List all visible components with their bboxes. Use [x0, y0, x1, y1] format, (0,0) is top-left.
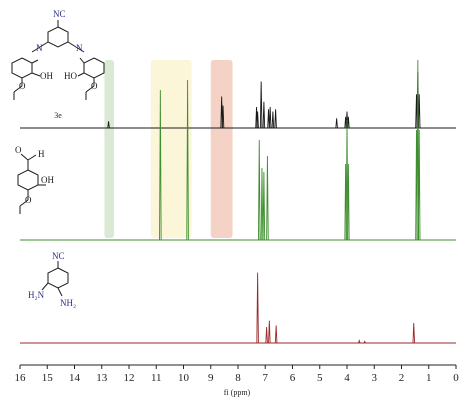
spectrum-peak [335, 118, 338, 129]
spectrum-peak [347, 163, 350, 241]
spectrum-peak [412, 322, 416, 344]
x-tick-label: 1 [426, 372, 432, 384]
x-tick-label: 11 [151, 372, 162, 384]
structure-3e-o-right: O [91, 81, 98, 91]
spectrum-peak [274, 109, 277, 129]
spectrum-peak [358, 339, 361, 344]
structure-3e-oh-right: HO [64, 71, 77, 81]
spectrum-peak [186, 79, 189, 241]
structure-aldehyde-o-ether: O [25, 195, 32, 205]
structure-aldehyde-oh: OH [41, 175, 54, 185]
spectrum-peak [258, 139, 261, 241]
x-axis: 16 15 14 13 12 11 10 9 8 7 6 5 4 3 2 1 0 fi (ppm) [15, 364, 459, 397]
spectra-traces [20, 59, 456, 344]
spectrum-series-1 [20, 71, 456, 129]
spectrum-peak [267, 109, 270, 129]
spectrum-peak [159, 89, 162, 241]
x-axis-ticks: 16 15 14 13 12 11 10 9 8 7 6 5 4 3 2 1 0 [15, 365, 459, 384]
structure-3e: NC N N OH HO O O 3e [11, 9, 105, 120]
structure-diamine-nh2: NH₂ [60, 298, 76, 308]
structure-3e-oh-left: OH [40, 71, 53, 81]
highlight-region-2 [150, 60, 192, 238]
spectrum-peak [221, 105, 225, 129]
structure-diamine-nc: NC [52, 251, 65, 261]
x-tick-label: 14 [69, 372, 81, 384]
highlight-region-1 [104, 60, 115, 238]
structure-3e-n-left: N [36, 43, 43, 53]
x-tick-label: 13 [96, 372, 108, 384]
x-tick-label: 8 [235, 372, 241, 384]
spectrum-peak [268, 106, 272, 129]
highlight-region-3 [210, 60, 233, 238]
x-tick-label: 12 [124, 372, 135, 384]
spectrum-peak [260, 167, 264, 241]
spectrum-peak [345, 119, 349, 241]
spectrum-peak [259, 81, 263, 129]
spectrum-peak [274, 325, 278, 344]
x-tick-label: 7 [263, 372, 269, 384]
compound-label-3e: 3e [54, 111, 62, 120]
spectrum-peak [417, 129, 421, 241]
structure-diamine-h2n: H₂N [28, 290, 45, 300]
spectrum-peak [417, 94, 421, 129]
spectrum-peak [262, 101, 266, 129]
structure-3e-o-left: O [19, 81, 26, 91]
x-tick-label: 3 [372, 372, 378, 384]
spectrum-peak [256, 272, 259, 344]
spectrum-peak [416, 59, 420, 241]
structure-diamine: NC H₂N NH₂ [28, 251, 76, 308]
structure-aldehyde-o: O [15, 145, 22, 155]
highlight-regions [104, 60, 233, 238]
structure-3e-n-right: N [76, 43, 83, 53]
x-tick-label: 16 [15, 372, 27, 384]
spectrum-peak [256, 111, 259, 129]
structure-aldehyde: O H OH O [15, 145, 54, 214]
x-tick-label: 15 [42, 372, 54, 384]
spectrum-peak [268, 320, 271, 344]
x-tick-label: 4 [344, 372, 350, 384]
structure-3e-nc: NC [53, 9, 66, 19]
spectrum-peak [266, 155, 269, 241]
x-tick-label: 10 [178, 372, 190, 384]
x-tick-label: 6 [290, 372, 296, 384]
x-tick-label: 2 [399, 372, 405, 384]
spectrum-peak [262, 171, 266, 241]
spectrum-series-3 [20, 272, 456, 344]
x-tick-label: 9 [208, 372, 214, 384]
x-axis-label: fi (ppm) [224, 388, 251, 397]
spectrum-peak [363, 340, 366, 344]
x-tick-label: 0 [453, 372, 459, 384]
spectrum-peak [347, 116, 350, 129]
spectrum-peak [265, 326, 268, 344]
x-tick-label: 5 [317, 372, 323, 384]
spectrum-peak [107, 121, 110, 129]
structure-aldehyde-h: H [38, 149, 45, 159]
spectrum-series-2 [20, 59, 456, 241]
spectrum-peak [271, 111, 275, 129]
